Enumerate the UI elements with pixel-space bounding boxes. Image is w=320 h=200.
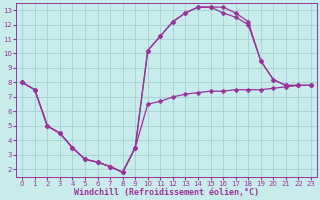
X-axis label: Windchill (Refroidissement éolien,°C): Windchill (Refroidissement éolien,°C) bbox=[74, 188, 259, 197]
